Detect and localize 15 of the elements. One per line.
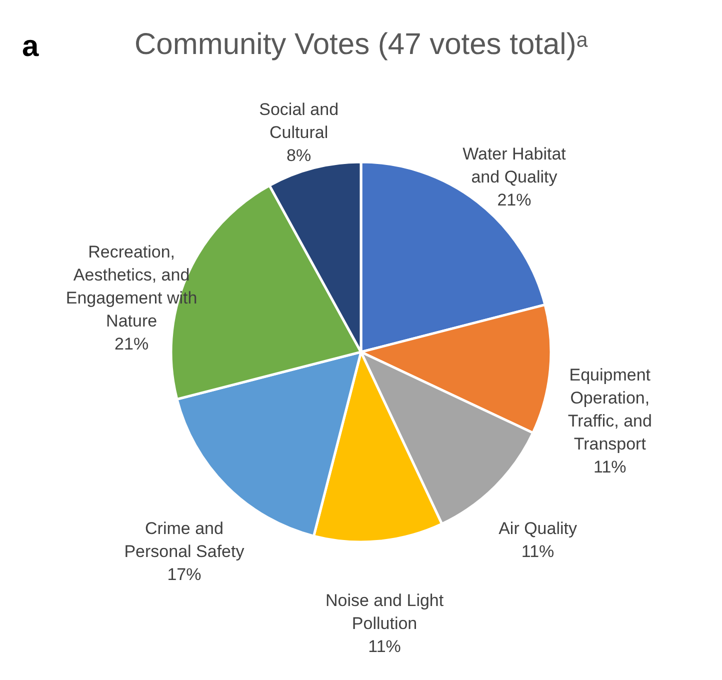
text: a [22, 30, 39, 63]
slice-label: Air Quality [498, 518, 578, 538]
data-label: 17% [167, 564, 202, 584]
slice-label: Crime and Personal Safety [124, 518, 245, 561]
slice-label: Social and Cultural [259, 100, 339, 142]
data-label: 11% [521, 542, 554, 561]
data-label: 21% [114, 334, 149, 354]
slice-label: Noise and Light Pollution [325, 590, 444, 633]
data-label: 21% [497, 190, 532, 210]
slice-label: Equipment Operation, Traffic, and Transport [568, 366, 652, 454]
chart-title: Community Votes (47 votes total)ᵃ [134, 28, 588, 61]
data-label: 8% [286, 146, 312, 165]
data-label: 11% [594, 458, 626, 477]
data-label: 11% [368, 636, 401, 656]
slice-label: Water Habitat and Quality [462, 144, 566, 186]
